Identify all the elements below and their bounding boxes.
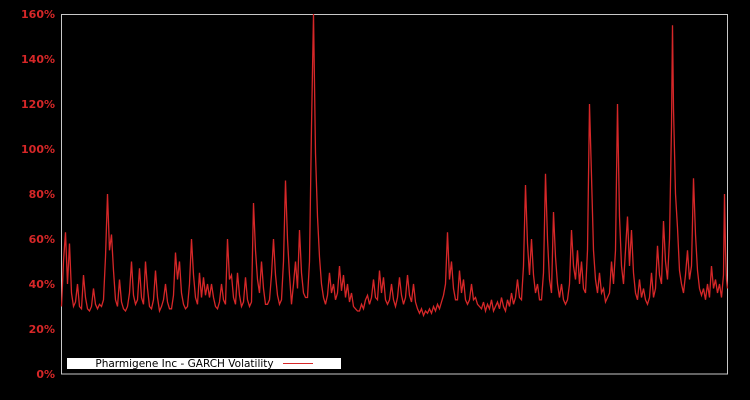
y-tick-label: 0% (36, 367, 55, 381)
y-tick-label: 120% (21, 97, 55, 111)
legend-line-sample (282, 363, 313, 364)
y-tick-label: 20% (28, 322, 55, 336)
y-tick-label: 140% (21, 52, 55, 66)
y-tick-label: 100% (21, 142, 55, 156)
y-tick-label: 80% (28, 187, 55, 201)
legend: Pharmigene Inc - GARCH Volatility (66, 357, 342, 370)
y-tick-label: 160% (21, 7, 55, 21)
y-tick-label: 60% (28, 232, 55, 246)
y-tick-label: 40% (28, 277, 55, 291)
legend-label: Pharmigene Inc - GARCH Volatility (95, 357, 274, 370)
plot-frame (61, 14, 728, 375)
volatility-line (60, 13, 729, 318)
